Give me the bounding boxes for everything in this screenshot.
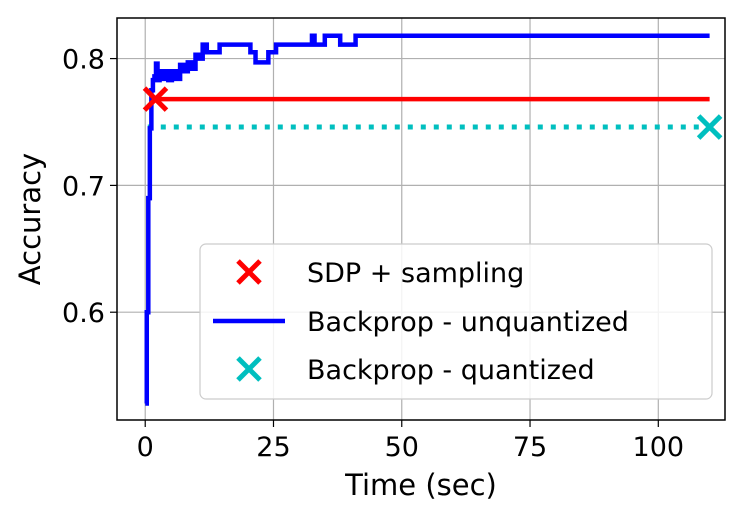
legend-label: Backprop - unquantized [307, 307, 629, 338]
y-tick-label: 0.8 [62, 45, 105, 76]
plot-frame [116, 17, 726, 421]
y-tick-label: 0.6 [62, 298, 105, 329]
x-axis-ticks: 0 25 50 75 100 [137, 420, 684, 463]
y-axis-ticks: 0.6 0.7 0.8 [62, 45, 117, 329]
legend-x-marker [236, 259, 262, 285]
series-layer [142, 33, 723, 406]
sdp-sampling-marker [142, 86, 169, 112]
x-tick-label: 0 [137, 432, 154, 463]
backprop-quantized-marker [696, 114, 723, 140]
x-tick-label: 100 [633, 432, 685, 463]
y-axis-label: Accuracy [13, 153, 47, 285]
legend-entry: SDP + sampling [236, 258, 524, 289]
x-tick-label: 25 [256, 432, 290, 463]
legend-label: SDP + sampling [307, 258, 524, 289]
legend-entry: Backprop - unquantized [213, 307, 629, 338]
legend-label: Backprop - quantized [307, 355, 595, 386]
x-axis-label: Time (sec) [344, 468, 497, 502]
legend-entry: Backprop - quantized [236, 355, 595, 386]
x-tick-label: 75 [513, 432, 547, 463]
legend-x-marker [236, 356, 262, 382]
legend: SDP + sampling Backprop - unquantized Back… [199, 243, 713, 400]
x-tick-label: 50 [385, 432, 419, 463]
y-tick-label: 0.7 [62, 171, 105, 202]
legend-box [199, 243, 713, 400]
series-backprop-unquantized-line [144, 33, 710, 406]
